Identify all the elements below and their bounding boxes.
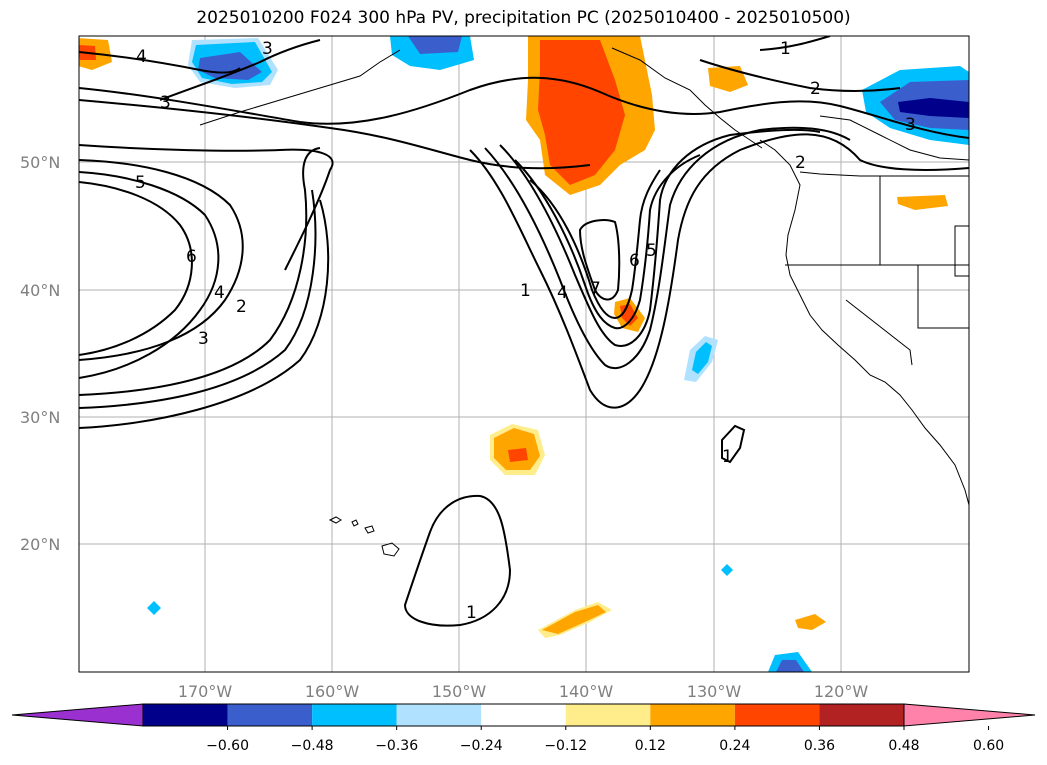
contour-labels: 4 3 3 1 2 2 5 6 4 2 3 1 4 7 6 5 3 1 1 <box>135 39 916 623</box>
colorbar-block <box>819 704 904 726</box>
contour-label: 1 <box>520 281 531 301</box>
contour-label: 2 <box>236 297 247 317</box>
lat-label-30n: 30°N <box>20 408 60 427</box>
contour-label: 1 <box>466 603 477 623</box>
colorbar-block <box>481 704 566 726</box>
contour-label: 2 <box>795 153 806 173</box>
colorbar-tick-label: −0.12 <box>544 738 587 754</box>
lat-label-50n: 50°N <box>20 153 60 172</box>
lon-label-140w: 140°W <box>559 682 614 701</box>
coastlines <box>199 47 969 506</box>
colorbar-block <box>565 704 651 726</box>
colorbar-extend-high <box>903 703 1036 727</box>
contour-label: 4 <box>557 283 568 303</box>
map-frame <box>78 35 970 673</box>
contour-label: 5 <box>646 241 657 261</box>
colorbar-tick-label: −0.24 <box>460 738 503 754</box>
colorbar-extend-low <box>11 703 144 727</box>
colorbar-block <box>227 704 313 726</box>
colorbar-block <box>650 704 735 726</box>
pv-contours <box>79 36 969 627</box>
contour-label: 6 <box>186 247 197 267</box>
contour-label: 7 <box>590 279 601 299</box>
lon-label-150w: 150°W <box>432 682 487 701</box>
contour-label: 3 <box>198 329 209 349</box>
colorbar-tick-label: 0.24 <box>719 738 750 754</box>
contour-label: 1 <box>780 39 791 59</box>
contour-label: 2 <box>810 79 821 99</box>
hawaii-islands <box>328 516 400 557</box>
latitude-labels: 50°N 40°N 30°N 20°N <box>20 153 60 554</box>
contour-label: 3 <box>262 39 273 59</box>
colorbar-block <box>143 704 228 726</box>
precip-negative <box>147 36 969 672</box>
colorbar-block <box>734 704 820 726</box>
contour-label: 3 <box>905 115 916 135</box>
contour-label: 1 <box>722 447 733 467</box>
colorbar-tick-label: −0.36 <box>375 738 418 754</box>
contour-label: 4 <box>214 283 225 303</box>
lon-label-160w: 160°W <box>305 682 360 701</box>
colorbar: −0.60 −0.48 −0.36 −0.24 −0.12 0.12 0.24 0.36 0.4… <box>11 703 1036 754</box>
colorbar-tick-label: 0.60 <box>973 738 1004 754</box>
longitude-labels: 170°W 160°W 150°W 140°W 130°W 120°W <box>178 682 869 701</box>
colorbar-tick-label: 0.12 <box>635 738 666 754</box>
colorbar-tick-label: 0.48 <box>888 738 919 754</box>
colorbar-tick-label: 0.36 <box>804 738 835 754</box>
contour-label: 3 <box>160 93 171 113</box>
colorbar-block <box>396 704 482 726</box>
lon-label-120w: 120°W <box>814 682 869 701</box>
contour-label: 6 <box>629 251 640 271</box>
lat-label-40n: 40°N <box>20 281 60 300</box>
contour-label: 5 <box>135 173 146 193</box>
map-panel <box>79 36 969 672</box>
lat-label-20n: 20°N <box>20 535 60 554</box>
lon-label-130w: 130°W <box>687 682 742 701</box>
map-title: 2025010200 F024 300 hPa PV, precipitatio… <box>196 8 851 28</box>
colorbar-block <box>312 704 397 726</box>
colorbar-frame <box>142 703 905 727</box>
lon-label-170w: 170°W <box>178 682 233 701</box>
precip-positive-south <box>490 298 826 638</box>
precip-positive-north <box>79 36 948 210</box>
contour-label: 4 <box>136 47 147 67</box>
colorbar-tick-label: −0.60 <box>206 738 249 754</box>
colorbar-tick-label: −0.48 <box>291 738 334 754</box>
